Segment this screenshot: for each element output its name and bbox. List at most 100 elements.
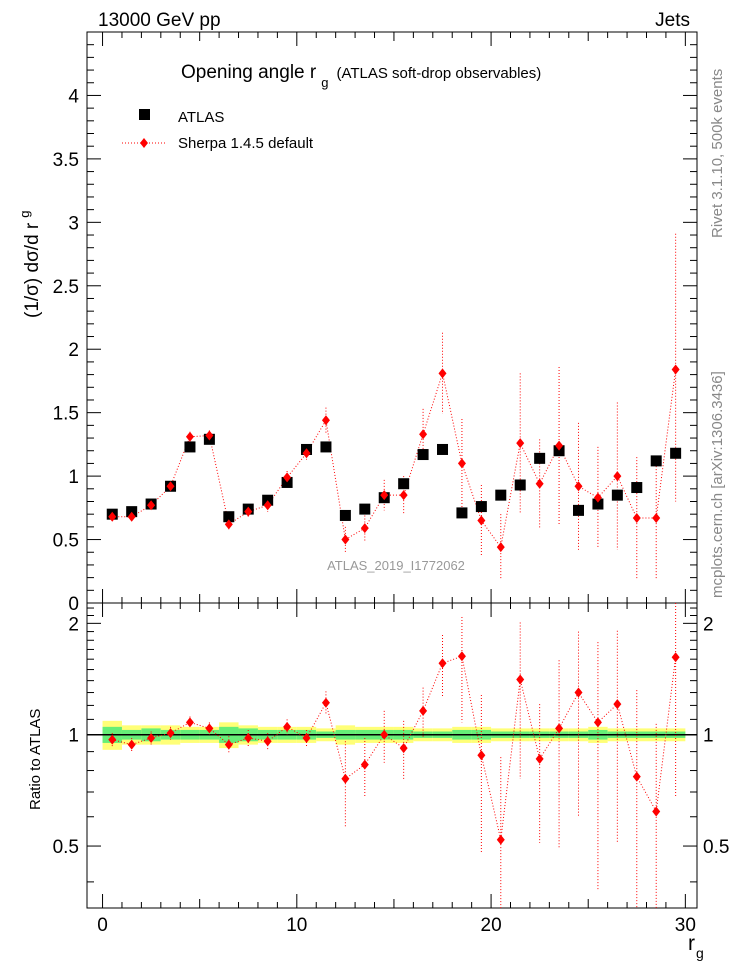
ratio-point xyxy=(380,729,389,740)
atlas-point xyxy=(417,449,429,461)
title-text: Opening angle r xyxy=(181,62,317,83)
ratio-plot-area: 0 10 20 30 0.5 0.5 1 1 2 2 xyxy=(53,602,729,936)
sherpa-point xyxy=(166,481,175,492)
xlabel-text: r xyxy=(688,932,695,955)
sherpa-point xyxy=(652,512,661,523)
atlas-point xyxy=(398,478,410,490)
atlas-point xyxy=(475,501,487,513)
legend: ATLAS Sherpa 1.4.5 default xyxy=(122,109,314,152)
atlas-point xyxy=(592,498,604,510)
atlas-point xyxy=(670,447,682,459)
main-y-tick-label: 3.5 xyxy=(53,150,79,171)
x-tick-label: 10 xyxy=(286,915,307,936)
x-tick-label: 0 xyxy=(97,915,108,936)
ratio-point xyxy=(185,717,194,728)
sherpa-point xyxy=(147,500,156,511)
ratio-point xyxy=(360,759,369,770)
sherpa-point xyxy=(593,492,602,503)
main-y-tick-label: 1.5 xyxy=(53,404,79,425)
ratio-frame xyxy=(86,602,698,909)
atlas-point xyxy=(262,494,274,506)
ratio-point xyxy=(574,687,583,698)
ratio-point xyxy=(457,651,466,662)
atlas-point xyxy=(437,443,449,455)
ratio-y-tick-label-right: 2 xyxy=(703,614,714,635)
atlas-point xyxy=(223,511,235,523)
ratio-point xyxy=(555,723,564,734)
ratio-y-tick-label: 1 xyxy=(68,726,79,747)
ratio-point xyxy=(516,674,525,685)
atlas-point xyxy=(650,455,662,467)
sherpa-point xyxy=(496,542,505,553)
ratio-point xyxy=(302,732,311,743)
mcplots-label: mcplots.cern.ch [arXiv:1306.3436] xyxy=(709,371,726,598)
main-y-tick-label: 2 xyxy=(68,340,79,361)
atlas-point xyxy=(572,504,584,516)
ratio-point xyxy=(477,750,486,761)
ylabel-text: (1/σ) dσ/d r xyxy=(22,222,43,318)
ratio-point xyxy=(224,739,233,750)
atlas-point xyxy=(320,441,332,453)
ratio-point xyxy=(166,728,175,739)
title-subscript: g xyxy=(321,75,328,90)
legend-sherpa-label: Sherpa 1.4.5 default xyxy=(178,135,314,152)
ratio-point xyxy=(108,734,117,745)
ratio-point xyxy=(321,697,330,708)
xlabel: rg xyxy=(688,932,704,961)
x-tick-label: 30 xyxy=(675,915,696,936)
main-y-tick-label: 2.5 xyxy=(53,277,79,298)
main-y-tick-label: 4 xyxy=(68,86,79,107)
ratio-point xyxy=(419,705,428,716)
sherpa-point xyxy=(516,438,525,449)
energy-label: 13000 GeV pp xyxy=(98,10,221,31)
sherpa-point xyxy=(341,534,350,545)
atlas-point xyxy=(514,479,526,491)
ratio-ylabel: Ratio to ATLAS xyxy=(27,709,44,810)
ratio-point xyxy=(147,732,156,743)
sherpa-point xyxy=(283,472,292,483)
atlas-point xyxy=(126,506,138,518)
main-title: Opening angle r g (ATLAS soft-drop observa… xyxy=(181,62,541,90)
main-y-tick-label: 3 xyxy=(68,213,79,234)
atlas-point xyxy=(553,445,565,457)
sherpa-point xyxy=(244,506,253,517)
ratio-point xyxy=(205,723,214,734)
main-y-tick-label: 1 xyxy=(68,467,79,488)
xlabel-subscript: g xyxy=(696,945,704,961)
legend-atlas-marker xyxy=(139,109,150,120)
main-y-tick-label: 0 xyxy=(68,594,79,615)
sherpa-point xyxy=(632,512,641,523)
sherpa-point xyxy=(127,511,136,522)
x-tick-label: 20 xyxy=(481,915,502,936)
ratio-point xyxy=(127,739,136,750)
atlas-point xyxy=(281,476,293,488)
ratio-y-tick-label: 0.5 xyxy=(53,837,79,858)
sherpa-point xyxy=(419,429,428,440)
ratio-point xyxy=(438,658,447,669)
sherpa-point xyxy=(399,490,408,501)
title-suffix: (ATLAS soft-drop observables) xyxy=(336,65,541,82)
ratio-point xyxy=(283,721,292,732)
ratio-y-tick-label-right: 1 xyxy=(703,726,714,747)
ratio-y-tick-label: 2 xyxy=(68,614,79,635)
atlas-point xyxy=(184,441,196,453)
analysis-watermark: ATLAS_2019_I1772062 xyxy=(327,558,465,573)
ratio-point xyxy=(593,717,602,728)
ratio-point xyxy=(652,806,661,817)
ratio-line xyxy=(112,655,677,840)
ratio-point xyxy=(244,732,253,743)
sherpa-point xyxy=(263,500,272,511)
ratio-point xyxy=(341,773,350,784)
sherpa-line xyxy=(112,369,677,549)
sherpa-point xyxy=(535,478,544,489)
sherpa-point xyxy=(224,519,233,530)
sherpa-point xyxy=(613,471,622,482)
sherpa-point xyxy=(321,415,330,426)
main-y-tick-label: 0.5 xyxy=(53,531,79,552)
ylabel-subscript: g xyxy=(17,211,32,218)
ratio-point xyxy=(399,743,408,754)
main-ylabel: (1/σ) dσ/d r g xyxy=(17,211,43,319)
sherpa-point xyxy=(380,490,389,501)
sherpa-point xyxy=(555,440,564,451)
